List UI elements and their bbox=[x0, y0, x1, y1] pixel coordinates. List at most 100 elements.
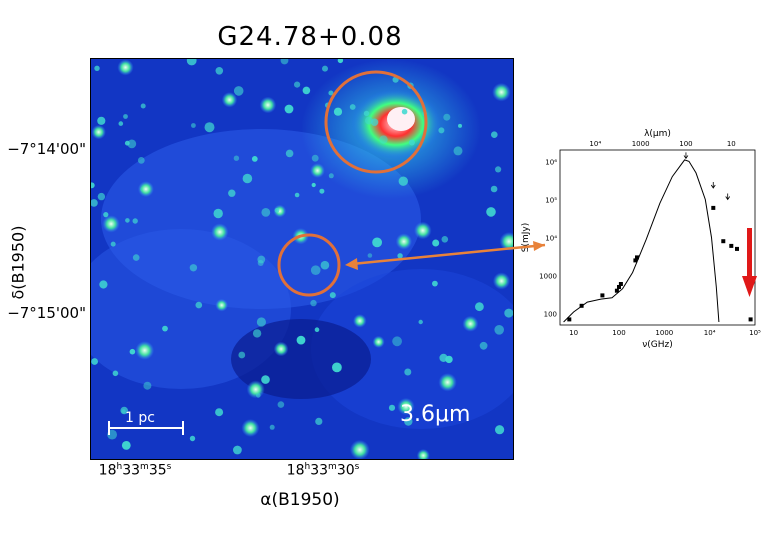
star-source bbox=[302, 86, 311, 95]
star-source bbox=[397, 253, 403, 259]
star-source bbox=[285, 149, 294, 158]
sed-x-axis-label: ν(GHz) bbox=[642, 340, 673, 350]
sed-x-tick-label: 100 bbox=[612, 329, 625, 337]
y-axis-label: δ(B1950) bbox=[8, 225, 28, 300]
star-source bbox=[328, 173, 334, 179]
sed-upper-limit bbox=[683, 152, 689, 160]
star-source bbox=[310, 299, 317, 307]
star-source bbox=[91, 358, 98, 365]
star-source bbox=[117, 59, 134, 76]
sed-upper-limit bbox=[710, 182, 716, 189]
sed-y-tick-label: 100 bbox=[544, 311, 557, 319]
source-circle-large bbox=[324, 70, 428, 174]
star-source bbox=[269, 424, 275, 430]
star-source bbox=[479, 341, 488, 350]
star-source bbox=[132, 218, 138, 224]
star-source bbox=[132, 254, 140, 261]
star-source bbox=[462, 315, 479, 332]
star-source bbox=[416, 449, 430, 459]
star-source bbox=[252, 329, 262, 338]
star-source bbox=[121, 441, 131, 450]
star-source bbox=[118, 121, 124, 126]
star-source bbox=[97, 116, 106, 125]
star-source bbox=[353, 314, 367, 328]
star-source bbox=[294, 192, 300, 198]
star-source bbox=[367, 253, 373, 258]
sed-data-point bbox=[635, 255, 639, 260]
sed-data-point bbox=[748, 317, 753, 322]
star-source bbox=[486, 207, 496, 217]
sed-plot-frame bbox=[559, 149, 756, 326]
sed-y-tick-label: 1000 bbox=[539, 273, 557, 281]
star-source bbox=[438, 127, 445, 134]
star-source bbox=[315, 417, 323, 425]
star-source bbox=[257, 255, 266, 264]
star-source bbox=[246, 380, 265, 399]
sed-y-tick-label: 10⁴ bbox=[545, 235, 557, 243]
map-image bbox=[91, 59, 513, 459]
star-source bbox=[274, 207, 280, 213]
star-source bbox=[397, 397, 415, 416]
star-source bbox=[404, 417, 413, 426]
star-source bbox=[311, 154, 319, 162]
star-source bbox=[333, 107, 343, 116]
sed-data-point bbox=[633, 258, 638, 263]
star-source bbox=[491, 131, 498, 138]
star-source bbox=[441, 236, 449, 243]
star-source bbox=[94, 65, 100, 71]
star-source bbox=[458, 123, 462, 128]
sed-data-point bbox=[735, 246, 739, 251]
sed-data-point bbox=[567, 317, 572, 322]
star-source bbox=[273, 341, 289, 357]
star-source bbox=[414, 221, 432, 240]
star-source bbox=[490, 185, 498, 193]
star-source bbox=[365, 116, 373, 125]
star-source bbox=[379, 135, 388, 144]
sed-top-tick-label: 1000 bbox=[632, 140, 650, 148]
sed-data-point bbox=[614, 288, 619, 293]
star-source bbox=[127, 139, 137, 149]
star-source bbox=[408, 139, 415, 146]
star-source bbox=[97, 192, 106, 201]
star-source bbox=[189, 435, 196, 442]
star-source bbox=[251, 156, 258, 162]
sed-data-point bbox=[711, 205, 716, 210]
sed-y-tick-label: 10⁶ bbox=[545, 158, 557, 166]
star-source bbox=[215, 67, 224, 75]
sed-data-point bbox=[729, 243, 734, 248]
sed-data-point bbox=[600, 293, 605, 298]
star-source bbox=[195, 301, 203, 309]
y-tick-label: −7°15'00" bbox=[7, 304, 86, 322]
star-source bbox=[137, 181, 154, 198]
sed-data-point bbox=[617, 285, 621, 289]
star-source bbox=[320, 260, 330, 270]
sed-data-point bbox=[721, 239, 726, 244]
star-source bbox=[213, 208, 223, 219]
star-source bbox=[191, 123, 196, 128]
sed-y-tick-label: 10⁵ bbox=[545, 196, 557, 204]
star-source bbox=[404, 368, 412, 376]
star-source bbox=[328, 90, 334, 96]
figure-title: G24.78+0.08 bbox=[217, 22, 403, 52]
star-source bbox=[319, 188, 325, 194]
star-source bbox=[432, 280, 438, 287]
star-source bbox=[372, 335, 385, 348]
star-source bbox=[143, 381, 152, 390]
sed-top-tick-label: 10 bbox=[727, 140, 736, 148]
scale-bar-label: 1 pc bbox=[125, 410, 155, 426]
star-source bbox=[112, 370, 119, 377]
star-source bbox=[438, 373, 457, 392]
star-source bbox=[443, 113, 451, 121]
star-source bbox=[398, 176, 408, 186]
star-source bbox=[121, 409, 126, 414]
star-source bbox=[162, 325, 168, 332]
star-source bbox=[439, 353, 448, 362]
star-source bbox=[310, 163, 325, 178]
star-source bbox=[372, 237, 382, 248]
star-source bbox=[261, 208, 271, 217]
star-source bbox=[125, 218, 130, 223]
star-source bbox=[337, 59, 344, 64]
star-source bbox=[329, 292, 336, 299]
star-source bbox=[495, 166, 502, 173]
star-source bbox=[280, 59, 289, 65]
